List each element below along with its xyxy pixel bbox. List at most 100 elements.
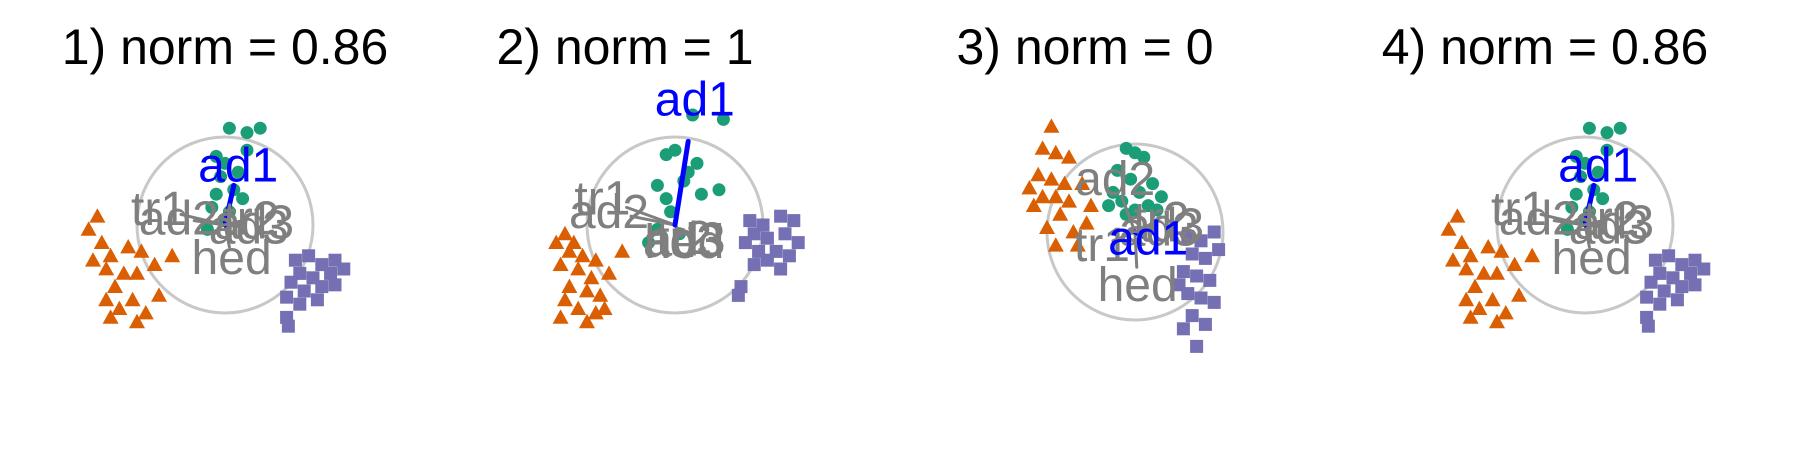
triangle-point — [1440, 221, 1457, 236]
circle-point — [1600, 143, 1614, 157]
triangle-point — [102, 247, 119, 263]
triangle-point — [107, 278, 123, 293]
triangle-point — [601, 265, 617, 280]
triangle-point — [1458, 261, 1475, 276]
vector-ad2 — [1120, 195, 1137, 234]
panel-title: 1) norm = 0.86 — [62, 19, 389, 75]
circle-point — [712, 183, 726, 197]
square-point — [280, 290, 294, 304]
triangle-point — [570, 300, 587, 315]
triangle-point — [1511, 287, 1527, 302]
circle-point — [650, 222, 664, 236]
square-point — [787, 214, 801, 228]
triangle-point — [93, 234, 110, 249]
triangle-point — [133, 243, 150, 258]
triangle-point — [1524, 247, 1541, 263]
triangle-point — [124, 291, 141, 307]
triangle-point — [1458, 291, 1475, 307]
circle-point — [1560, 222, 1574, 236]
triangle-point — [164, 247, 181, 263]
vector-hed — [1583, 223, 1591, 249]
vector-label: tr2 — [223, 192, 279, 245]
triangle-point — [587, 305, 604, 320]
vector-label: ad3 — [1124, 199, 1204, 252]
triangle-point — [1047, 188, 1064, 204]
vector-label: tr1 — [1491, 183, 1547, 236]
vector-label: ad2 — [1499, 192, 1579, 245]
triangle-point — [1021, 180, 1038, 195]
circle-point — [690, 156, 704, 170]
triangle-point — [1074, 175, 1091, 190]
triangle-point — [1449, 208, 1466, 223]
triangle-point — [1034, 188, 1051, 204]
circle-point — [200, 222, 214, 236]
unit-circle — [1495, 135, 1675, 315]
circle-point — [1565, 200, 1579, 214]
circle-point — [209, 149, 223, 163]
triangle-point — [1056, 175, 1073, 190]
triangle-point — [120, 239, 137, 254]
triangle-point — [1480, 239, 1497, 254]
circle-point — [1132, 185, 1146, 199]
circle-point — [1110, 163, 1124, 177]
square-point — [284, 275, 298, 289]
square-point — [782, 249, 796, 263]
vector-label: hed — [1098, 259, 1178, 312]
circle-point — [1106, 185, 1120, 199]
triangle-point — [115, 265, 132, 280]
square-point — [1684, 266, 1698, 280]
square-point — [1675, 280, 1689, 294]
vector-label: ad3 — [1574, 196, 1654, 249]
square-point — [337, 262, 351, 276]
square-point — [1198, 251, 1212, 265]
circle-point — [686, 108, 700, 122]
triangle-point — [574, 247, 591, 263]
panel-title: 2) norm = 1 — [496, 19, 753, 75]
triangle-point — [1484, 291, 1501, 307]
square-point — [1640, 290, 1654, 304]
triangle-point — [561, 278, 578, 293]
circle-point — [205, 200, 219, 214]
vector-ad1 — [1132, 229, 1147, 239]
triangle-point — [1489, 313, 1505, 329]
square-point — [324, 266, 338, 280]
vector-ad3 — [223, 223, 243, 229]
vector-tr1 — [625, 205, 677, 227]
circle-point — [218, 156, 232, 170]
square-point — [760, 231, 774, 245]
triangle-point — [1453, 234, 1470, 249]
circle-point — [1596, 192, 1610, 206]
triangle-point — [129, 313, 145, 329]
square-point — [1185, 247, 1199, 261]
circle-point — [1150, 203, 1164, 217]
triangle-point — [1065, 224, 1082, 239]
square-point — [1176, 265, 1190, 279]
triangle-point — [1030, 166, 1047, 182]
circle-point — [716, 112, 730, 126]
triangle-point — [1069, 237, 1086, 252]
square-point — [1190, 269, 1204, 283]
vector-label: ad1 — [1558, 140, 1638, 193]
circle-point — [1569, 187, 1583, 201]
square-point — [1207, 295, 1221, 309]
square-point — [743, 214, 757, 228]
square-point — [297, 284, 311, 298]
triangle-point — [1025, 197, 1042, 212]
vector-label: ad2 — [139, 192, 219, 245]
triangle-point — [85, 252, 101, 267]
triangle-point — [570, 261, 587, 276]
square-point — [1194, 234, 1208, 248]
triangle-point — [146, 256, 163, 271]
vector-label: ad1 — [1108, 213, 1188, 266]
triangle-point — [552, 256, 569, 271]
circle-point — [240, 126, 254, 140]
triangle-point — [548, 234, 565, 249]
triangle-point — [565, 234, 582, 249]
vector-label: tr1 — [1074, 219, 1130, 272]
square-point — [1176, 322, 1190, 336]
square-point — [1207, 225, 1221, 239]
